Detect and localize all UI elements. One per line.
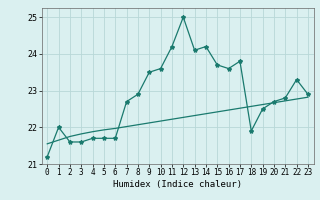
X-axis label: Humidex (Indice chaleur): Humidex (Indice chaleur) — [113, 180, 242, 189]
